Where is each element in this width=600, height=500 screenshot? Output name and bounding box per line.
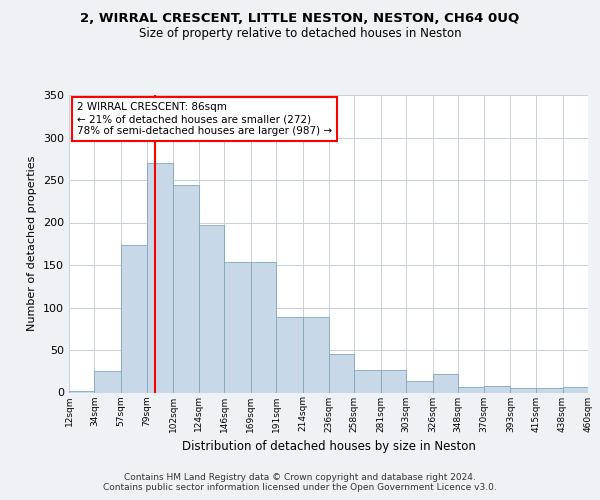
Bar <box>563 388 588 392</box>
X-axis label: Distribution of detached houses by size in Neston: Distribution of detached houses by size … <box>182 440 475 453</box>
Text: Contains HM Land Registry data © Crown copyright and database right 2024.
Contai: Contains HM Land Registry data © Crown c… <box>103 473 497 492</box>
Text: 2, WIRRAL CRESCENT, LITTLE NESTON, NESTON, CH64 0UQ: 2, WIRRAL CRESCENT, LITTLE NESTON, NESTO… <box>80 12 520 26</box>
Bar <box>588 391 600 392</box>
Bar <box>199 225 224 392</box>
Bar <box>484 386 511 392</box>
Bar <box>251 262 277 392</box>
Bar <box>224 262 251 392</box>
Bar <box>69 391 94 392</box>
Bar <box>458 386 484 392</box>
Bar <box>94 371 121 392</box>
Bar <box>146 163 173 392</box>
Text: Size of property relative to detached houses in Neston: Size of property relative to detached ho… <box>139 28 461 40</box>
Bar <box>173 185 199 392</box>
Bar <box>121 244 146 392</box>
Bar <box>511 388 536 392</box>
Bar <box>329 354 354 393</box>
Bar <box>536 388 563 392</box>
Text: 2 WIRRAL CRESCENT: 86sqm
← 21% of detached houses are smaller (272)
78% of semi-: 2 WIRRAL CRESCENT: 86sqm ← 21% of detach… <box>77 102 332 136</box>
Bar <box>277 317 303 392</box>
Bar <box>433 374 458 392</box>
Bar <box>406 380 433 392</box>
Y-axis label: Number of detached properties: Number of detached properties <box>28 156 37 332</box>
Bar <box>380 370 406 392</box>
Bar <box>354 370 380 392</box>
Bar <box>303 317 329 392</box>
